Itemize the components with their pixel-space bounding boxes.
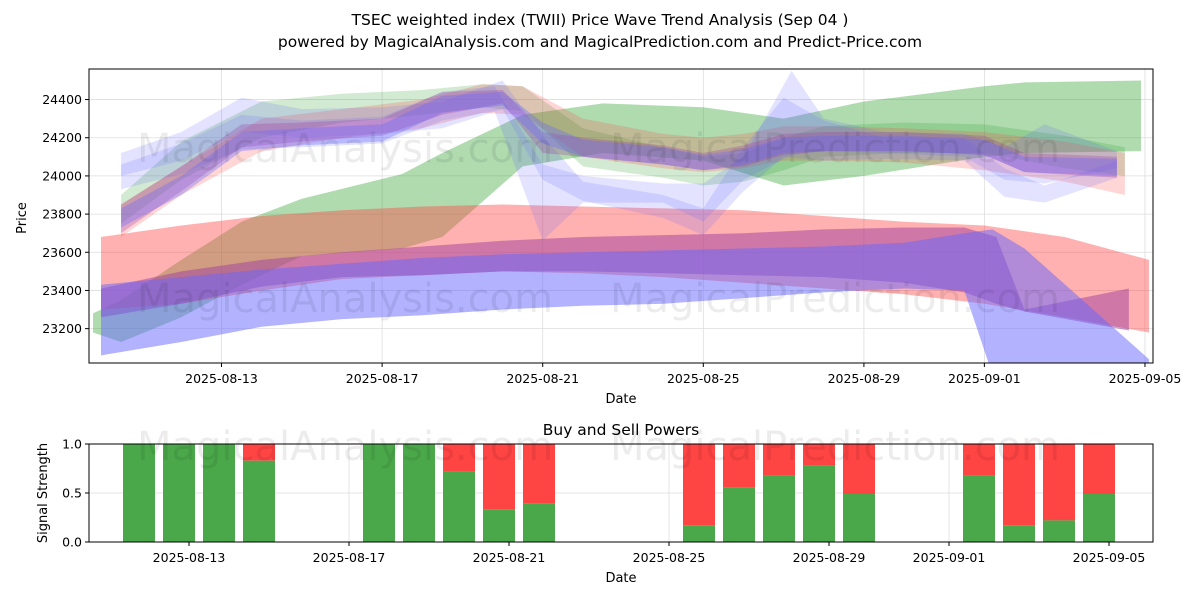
buy-power-bar bbox=[363, 444, 395, 542]
price-x-tick-label: 2025-09-01 bbox=[948, 371, 1021, 386]
watermark-analysis-mid: MagicalAnalysis.com bbox=[137, 276, 553, 322]
price-y-tick-label: 23200 bbox=[42, 321, 82, 336]
signal-chart: Buy and Sell Powers MagicalAnalysis.com … bbox=[36, 421, 1154, 586]
signal-x-tick-label: 2025-08-21 bbox=[473, 550, 546, 565]
signal-y-tick-label: 1.0 bbox=[62, 437, 82, 452]
price-y-tick-label: 23600 bbox=[42, 245, 82, 260]
signal-x-tick-label: 2025-08-17 bbox=[313, 550, 386, 565]
buy-power-bar bbox=[1083, 494, 1115, 542]
buy-power-bar bbox=[163, 444, 195, 542]
price-chart: MagicalAnalysis.com MagicalPrediction.co… bbox=[15, 68, 1181, 407]
watermark-prediction-bottom: MagicalPrediction.com bbox=[610, 424, 1060, 470]
price-x-tick-label: 2025-08-25 bbox=[667, 371, 740, 386]
signal-x-label: Date bbox=[605, 571, 636, 586]
price-band-blue-mid-band bbox=[121, 91, 1117, 228]
signal-x-tick-label: 2025-09-05 bbox=[1073, 550, 1146, 565]
signal-chart-title: Buy and Sell Powers bbox=[543, 421, 700, 439]
buy-power-bar bbox=[243, 460, 275, 542]
price-x-tick-label: 2025-08-17 bbox=[346, 371, 419, 386]
buy-power-bar bbox=[843, 494, 875, 542]
price-y-tick-label: 24200 bbox=[42, 130, 82, 145]
sell-power-bar bbox=[843, 444, 875, 494]
chart-title-line2: powered by MagicalAnalysis.com and Magic… bbox=[278, 33, 922, 51]
sell-power-bar bbox=[483, 444, 515, 510]
watermark-prediction-top: MagicalPrediction.com bbox=[610, 126, 1060, 172]
signal-y-label: Signal Strength bbox=[36, 443, 51, 543]
buy-power-bar bbox=[443, 471, 475, 542]
price-band-green-short-band bbox=[121, 84, 1125, 224]
price-band-red-short-band bbox=[121, 84, 1125, 237]
buy-power-bar bbox=[1003, 525, 1035, 542]
buy-power-bar bbox=[483, 509, 515, 542]
price-x-tick-label: 2025-09-05 bbox=[1109, 371, 1182, 386]
signal-x-tick-label: 2025-09-01 bbox=[913, 550, 986, 565]
signal-x-tick-label: 2025-08-29 bbox=[793, 550, 866, 565]
buy-power-bar bbox=[763, 475, 795, 542]
buy-power-bar bbox=[723, 487, 755, 542]
watermark-analysis-bottom: MagicalAnalysis.com bbox=[137, 424, 553, 470]
buy-power-bar bbox=[403, 444, 435, 542]
price-x-tick-label: 2025-08-29 bbox=[828, 371, 901, 386]
signal-bars bbox=[123, 444, 1115, 542]
chart-title-line1: TSEC weighted index (TWII) Price Wave Tr… bbox=[351, 11, 849, 29]
watermark-prediction-mid: MagicalPrediction.com bbox=[610, 276, 1060, 322]
buy-power-bar bbox=[963, 475, 995, 542]
price-y-tick-label: 24000 bbox=[42, 168, 82, 183]
sell-power-bar bbox=[683, 444, 715, 526]
buy-power-bar bbox=[123, 444, 155, 542]
price-y-tick-label: 23800 bbox=[42, 207, 82, 222]
sell-power-bar bbox=[803, 444, 835, 466]
price-bands bbox=[93, 70, 1149, 363]
signal-x-axis: 2025-08-13 2025-08-17 2025-08-21 2025-08-25… bbox=[153, 542, 1146, 565]
sell-power-bar bbox=[243, 444, 275, 461]
sell-power-bar bbox=[523, 444, 555, 504]
buy-power-bar bbox=[683, 525, 715, 542]
price-y-tick-label: 23400 bbox=[42, 283, 82, 298]
signal-y-tick-label: 0.0 bbox=[62, 535, 82, 550]
price-x-axis: 2025-08-13 2025-08-17 2025-08-21 2025-08-25… bbox=[185, 363, 1181, 386]
buy-power-bar bbox=[203, 444, 235, 542]
price-y-axis: 23200 23400 23600 23800 24000 24200 24400 bbox=[42, 92, 89, 336]
price-plot-frame bbox=[88, 68, 1154, 364]
sell-power-bar bbox=[1043, 444, 1075, 521]
price-x-tick-label: 2025-08-13 bbox=[185, 371, 258, 386]
watermark-analysis-top: MagicalAnalysis.com bbox=[137, 126, 553, 172]
sell-power-bar bbox=[763, 444, 795, 476]
signal-x-tick-label: 2025-08-13 bbox=[153, 550, 226, 565]
price-x-tick-label: 2025-08-21 bbox=[506, 371, 579, 386]
price-y-tick-label: 24400 bbox=[42, 92, 82, 107]
price-y-label: Price bbox=[15, 202, 30, 234]
sell-power-bar bbox=[963, 444, 995, 476]
buy-power-bar bbox=[523, 503, 555, 542]
price-band-blue-long-band bbox=[101, 229, 1149, 363]
sell-power-bar bbox=[1003, 444, 1035, 526]
buy-power-bar bbox=[1043, 520, 1075, 542]
signal-y-tick-label: 0.5 bbox=[62, 486, 82, 501]
price-band-blue-short-band-1 bbox=[121, 80, 1117, 236]
price-band-green-long-band bbox=[93, 80, 1141, 342]
buy-power-bar bbox=[803, 465, 835, 542]
sell-power-bar bbox=[443, 444, 475, 472]
price-band-purple-short-band bbox=[121, 90, 1117, 234]
sell-power-bar bbox=[1083, 444, 1115, 494]
sell-power-bar bbox=[723, 444, 755, 488]
signal-y-axis: 0.0 0.5 1.0 bbox=[62, 437, 89, 550]
price-x-label: Date bbox=[605, 392, 636, 407]
signal-x-tick-label: 2025-08-25 bbox=[633, 550, 706, 565]
